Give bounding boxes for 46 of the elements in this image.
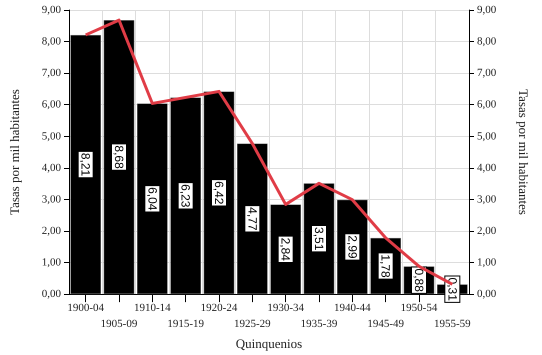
x-tick-label: 1945-49 (367, 318, 404, 330)
data-label: 3,51 (312, 227, 326, 251)
y-tick-label: 5,00 (42, 130, 62, 142)
y-tick-label: 6,00 (42, 98, 62, 111)
x-tick-label: 1915-19 (167, 318, 204, 330)
y2-tick-label: 5,00 (477, 130, 497, 142)
y-tick-label: 1,00 (42, 256, 62, 269)
x-tick-label: 1900-04 (67, 302, 104, 314)
y-tick-label: 2,00 (42, 224, 62, 237)
y-tick-label: 8,00 (42, 36, 62, 48)
y2-tick-label: 4,00 (477, 162, 497, 174)
x-tick-label: 1925-29 (234, 318, 272, 330)
data-label: 8,21 (78, 152, 93, 177)
x-tick-label: 1955-59 (434, 318, 472, 330)
x-tick-label: 1930-34 (267, 302, 304, 314)
y-tick-label: 3,00 (42, 193, 62, 206)
x-tick-label: 1935-39 (300, 318, 338, 330)
x-axis-title: Quinquenios (236, 336, 302, 351)
y-axis-title: Tasas por mil habitantes (7, 89, 22, 215)
x-tick-label: 1905-09 (100, 318, 138, 330)
y2-tick-label: 8,00 (477, 36, 497, 48)
data-label: 6,42 (212, 181, 226, 205)
data-label: 0,88 (412, 268, 426, 292)
data-label: 2,99 (345, 235, 360, 259)
x-tick-label: 1920-24 (200, 302, 238, 314)
data-label: 2,84 (278, 238, 293, 262)
y2-axis-title: Tasas por mil habitantes (516, 89, 531, 215)
y-tick-label: 7,00 (42, 67, 62, 80)
y2-tick-label: 7,00 (477, 67, 497, 80)
data-label: 6,23 (178, 184, 193, 208)
data-label: 4,77 (245, 207, 260, 231)
y-tick-label: 0,00 (42, 288, 62, 300)
y2-tick-label: 6,00 (477, 98, 497, 111)
y2-tick-label: 1,00 (477, 256, 497, 269)
x-tick-label: 1950-54 (400, 302, 438, 314)
data-label: 1,78 (378, 254, 393, 278)
y-tick-label: 9,00 (42, 4, 62, 16)
y2-tick-label: 2,00 (477, 224, 497, 237)
x-tick-label: 1940-44 (334, 302, 372, 314)
x-tick-label: 1910-14 (134, 302, 172, 314)
y2-tick-label: 0,00 (477, 288, 497, 300)
y-tick-label: 4,00 (42, 162, 62, 174)
data-label: 6,04 (145, 187, 160, 211)
y2-tick-label: 3,00 (477, 193, 497, 206)
y2-tick-label: 9,00 (477, 4, 497, 16)
data-label: 8,68 (112, 145, 126, 170)
